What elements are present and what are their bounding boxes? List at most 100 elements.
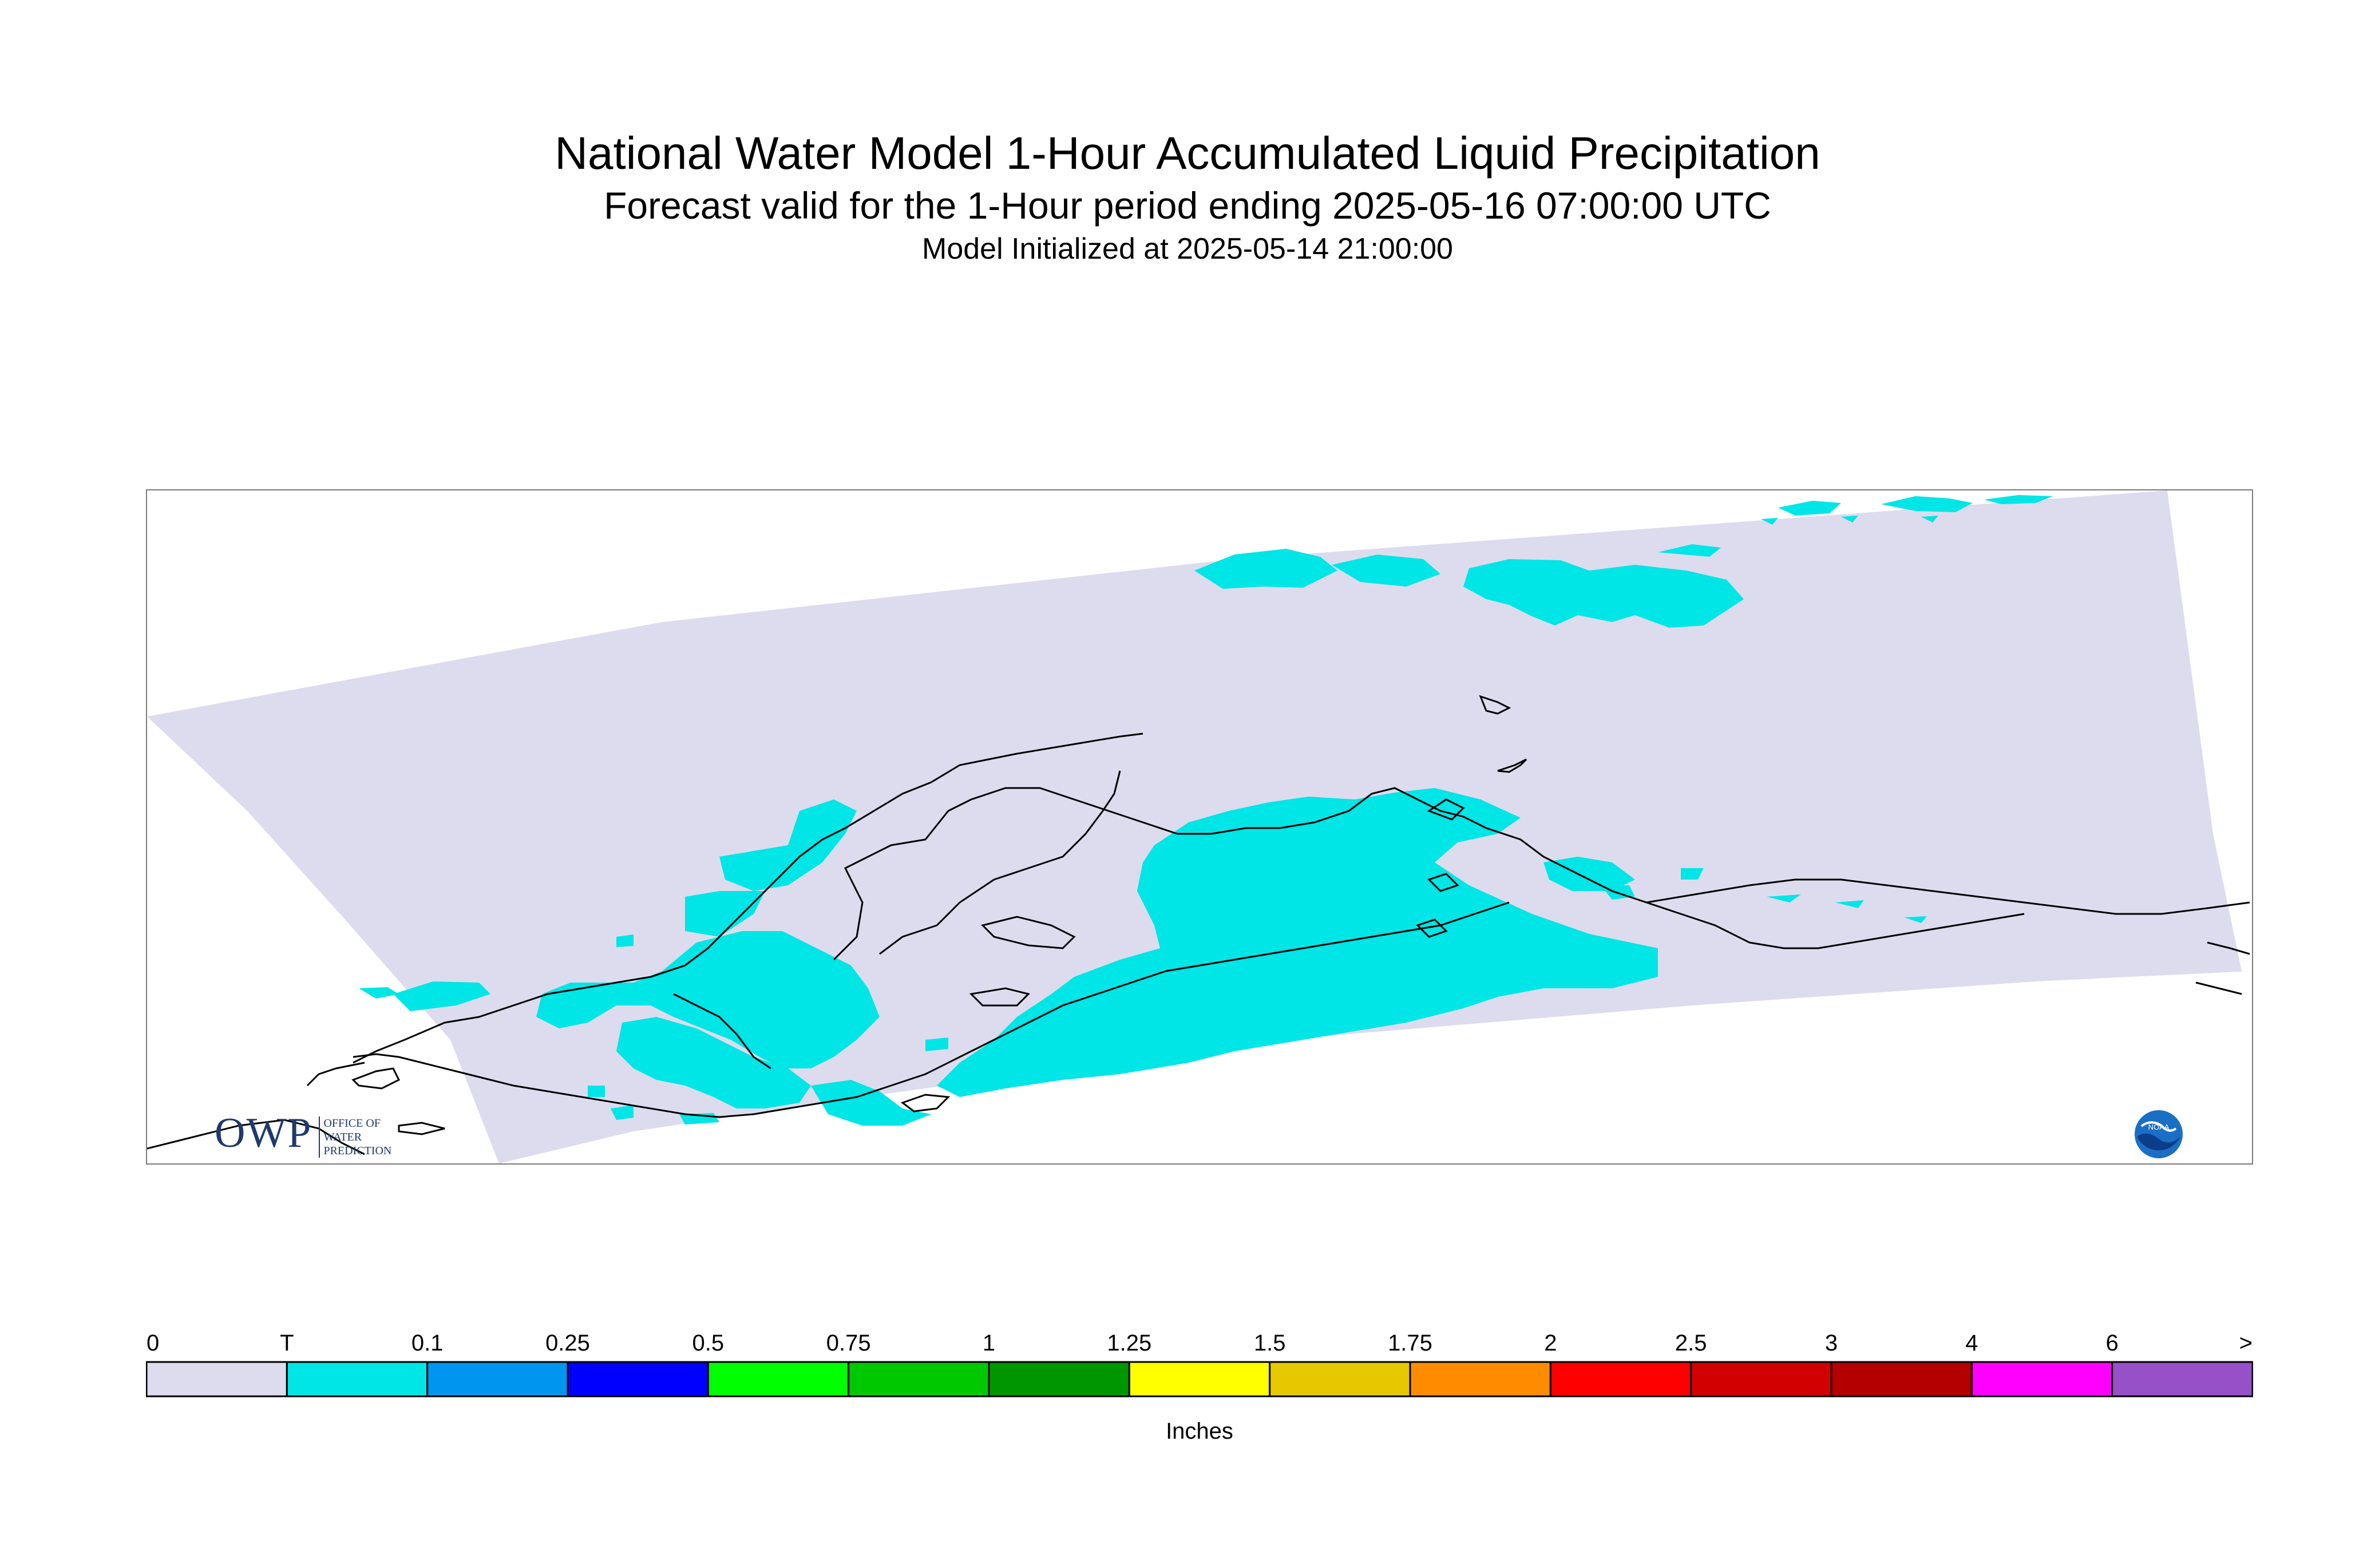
legend-tick-label: 1 xyxy=(983,1331,995,1356)
legend-color-box xyxy=(145,1361,288,1397)
outside-domain-right xyxy=(2167,490,2250,971)
coastline-island-5 xyxy=(1416,918,1448,938)
legend-unit-label: Inches xyxy=(1166,1419,1233,1444)
coastlines xyxy=(147,695,2250,1155)
noaa-logo: NOAA xyxy=(2135,1110,2183,1158)
legend-color-box xyxy=(1549,1361,1692,1397)
legend-tick-label: 2.5 xyxy=(1675,1331,1707,1356)
coastline-cook-inlet xyxy=(879,770,1121,955)
legend-tick-label: 0.75 xyxy=(826,1331,871,1356)
title-block: National Water Model 1-Hour Accumulated … xyxy=(0,126,2375,268)
legend-tick-label: 1.5 xyxy=(1254,1331,1286,1356)
precip-area-north-2 xyxy=(1332,555,1440,587)
coastline-east-edge xyxy=(2207,941,2250,955)
legend-tick-label: 1.75 xyxy=(1388,1331,1432,1356)
legend-tick-label: 3 xyxy=(1825,1331,1838,1356)
legend-color-box xyxy=(567,1361,709,1397)
precip-area-southwest-3 xyxy=(719,799,857,891)
precip-area-southwest-4 xyxy=(685,891,765,937)
coastline-aleutian xyxy=(306,1062,365,1087)
legend-tick-label: > xyxy=(2239,1331,2253,1356)
coastline-island-1 xyxy=(981,916,1076,949)
owp-logo-mark: OWP xyxy=(215,1110,312,1157)
precip-area-southeast-3 xyxy=(1767,894,1801,902)
legend-tick-labels: 0 T 0.1 0.25 0.5 0.75 1 1.25 1.5 1.75 2 2.5 3 4 6 > xyxy=(147,1331,2253,1356)
precip-area-north-3 xyxy=(1463,559,1744,628)
precip-area-southwest-2 xyxy=(393,981,490,1011)
precip-area-southcentral xyxy=(937,788,1658,1097)
precip-area-north-1 xyxy=(1194,549,1337,589)
legend-tick-label: 6 xyxy=(2106,1331,2119,1356)
coastline-northeast xyxy=(1646,878,2250,915)
coastline-kodiak xyxy=(900,1094,951,1112)
precip-area-north-10 xyxy=(1658,544,1721,557)
owp-logo: OWP OFFICE OF WATER PREDICTION xyxy=(215,1107,391,1159)
coastline-island-2 xyxy=(969,987,1030,1007)
precip-area-southwest-1 xyxy=(359,987,399,999)
owp-logo-line-2: WATER xyxy=(323,1131,362,1143)
coastline-far-south-2 xyxy=(398,1122,445,1135)
precip-area-southeast-4 xyxy=(1835,900,1864,908)
legend-color-box xyxy=(2111,1361,2254,1397)
legend-tick-label: 0.5 xyxy=(692,1331,725,1356)
legend-color-box xyxy=(1409,1361,1551,1397)
precip-area-north-5 xyxy=(1881,496,1973,512)
precipitation-map xyxy=(147,490,2250,1163)
legend-tick-label: 4 xyxy=(1965,1331,1978,1356)
coastline-offshore-1 xyxy=(1479,695,1511,715)
coastline-offshore-2 xyxy=(1497,758,1527,773)
legend-color-box xyxy=(1970,1361,2113,1397)
legend-color-box xyxy=(1690,1361,1832,1397)
precip-area-southwest-9 xyxy=(611,1105,634,1120)
precip-area-southwest-5 xyxy=(536,931,880,1068)
legend-svg: 0 T 0.1 0.25 0.5 0.75 1 1.25 1.5 1.75 2 2.5 3 4 6 > Inc… xyxy=(145,1331,2254,1444)
legend-color-box xyxy=(286,1361,429,1397)
coastline-east-edge-2 xyxy=(2195,981,2242,995)
map-frame[interactable] xyxy=(146,489,2253,1165)
page-title: National Water Model 1-Hour Accumulated … xyxy=(555,128,1820,179)
precip-trace-areas xyxy=(359,495,2053,1126)
coastline-bristol-bay xyxy=(673,993,771,1070)
noaa-logo-text: NOAA xyxy=(2148,1123,2170,1131)
precip-area-kenai-east xyxy=(1543,857,1635,891)
precip-area-southwest-11 xyxy=(616,935,634,947)
legend-tick-label: 2 xyxy=(1544,1331,1557,1356)
legend-color-box xyxy=(1830,1361,1973,1397)
coastline-far-south xyxy=(147,1119,365,1155)
legend-color-box xyxy=(1269,1361,1411,1397)
precip-area-southeast-5 xyxy=(1904,916,1927,923)
precipitation-legend: 0 T 0.1 0.25 0.5 0.75 1 1.25 1.5 1.75 2 2.5 3 4 6 > Inc… xyxy=(145,1322,2254,1465)
owp-logo-line-3: PREDICTION xyxy=(323,1145,392,1157)
coastline-west xyxy=(353,732,1143,1064)
legend-color-boxes xyxy=(145,1361,2254,1397)
legend-color-box xyxy=(848,1361,990,1397)
precip-area-southwest-12 xyxy=(925,1038,948,1051)
precip-area-north-6 xyxy=(1984,495,2053,504)
legend-color-box xyxy=(1128,1361,1271,1397)
owp-logo-line-1: OFFICE OF xyxy=(323,1117,381,1130)
precip-area-north-8 xyxy=(1841,516,1858,522)
legend-color-box xyxy=(426,1361,569,1397)
precip-area-north-9 xyxy=(1921,516,1938,522)
precip-area-southwest-8 xyxy=(588,1086,605,1097)
coastline-island-3 xyxy=(1427,798,1465,821)
coastline-island-4 xyxy=(1427,873,1459,892)
legend-color-box xyxy=(988,1361,1130,1397)
legend-color-box xyxy=(707,1361,850,1397)
legend-tick-label: 0 xyxy=(147,1331,159,1356)
legend-tick-label: 0.25 xyxy=(545,1331,590,1356)
coastline-central xyxy=(833,787,2025,961)
legend-tick-label: 0.1 xyxy=(411,1331,444,1356)
precip-area-southeast-2 xyxy=(1681,868,1704,880)
precip-area-north-4 xyxy=(1778,501,1841,516)
legend-tick-label: T xyxy=(280,1331,294,1356)
precip-area-north-7 xyxy=(1761,518,1778,525)
owp-logo-text: OFFICE OF WATER PREDICTION xyxy=(319,1116,391,1158)
precip-area-southwest-6 xyxy=(616,1017,811,1108)
legend-tick-label: 1.25 xyxy=(1107,1331,1151,1356)
model-initialized-text: Model Initialized at 2025-05-14 21:00:00 xyxy=(922,232,1453,266)
coastline-southwest-tip xyxy=(351,1067,401,1090)
coastline-alaska-peninsula xyxy=(353,901,1510,1118)
forecast-valid-subtitle: Forecast valid for the 1-Hour period end… xyxy=(604,184,1771,227)
precip-area-southwest-7 xyxy=(811,1080,931,1126)
